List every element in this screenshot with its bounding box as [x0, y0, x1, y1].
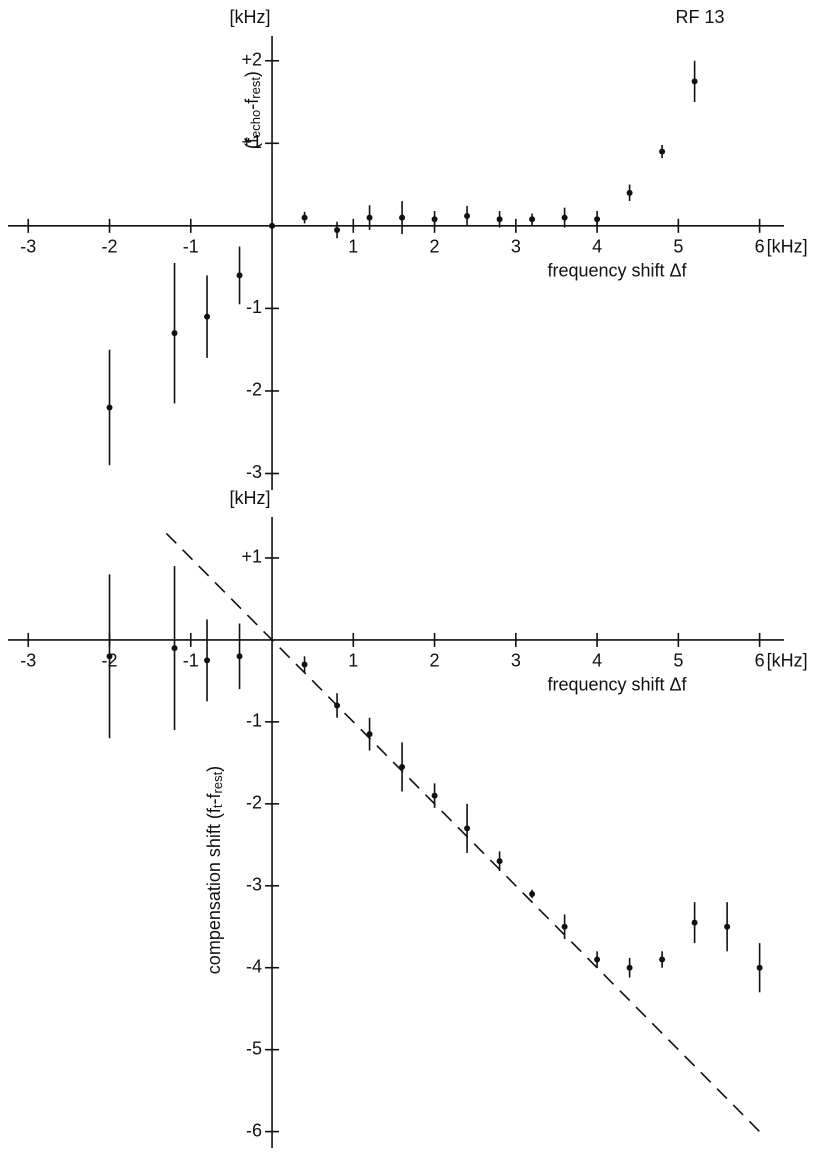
data-point: [204, 313, 211, 320]
data-point: [366, 214, 373, 221]
y-tick-label: -6: [246, 1120, 262, 1140]
x-unit: [kHz]: [767, 237, 808, 257]
data-point: [106, 653, 113, 660]
y-tick-label: -1: [246, 711, 262, 731]
y-tick-label: +2: [242, 50, 263, 70]
x-tick-label: 2: [430, 237, 440, 257]
y-label-part: -f: [204, 792, 224, 804]
data-point: [756, 964, 763, 971]
data-point: [561, 214, 568, 221]
data-point: [626, 189, 633, 196]
data-point: [431, 216, 438, 223]
x-tick-label: -1: [183, 651, 199, 671]
y-tick-label: +1: [242, 132, 263, 152]
data-point: [171, 330, 178, 337]
data-point: [464, 825, 471, 832]
x-tick-label: 4: [592, 237, 602, 257]
data-point: [561, 923, 568, 930]
y-tick-label: -2: [246, 793, 262, 813]
y-tick-label: -3: [246, 462, 262, 482]
y-tick-label: -2: [246, 380, 262, 400]
data-point: [301, 661, 308, 668]
data-point: [724, 923, 731, 930]
x-tick-label: 6: [755, 651, 765, 671]
y-label-part: rest: [210, 771, 225, 793]
data-point: [366, 731, 373, 738]
x-tick-label: 4: [592, 651, 602, 671]
x-tick-label: 3: [511, 237, 521, 257]
x-tick-label: 5: [673, 237, 683, 257]
data-point: [236, 272, 243, 279]
y-label-part: -f: [242, 98, 262, 110]
x-tick-label: -3: [20, 651, 36, 671]
data-point: [659, 148, 666, 155]
data-point: [269, 222, 276, 229]
y-tick-label: -5: [246, 1038, 262, 1058]
y-axis-label: compensation shift (ft-frest): [204, 766, 226, 974]
data-point: [334, 702, 341, 709]
x-tick-label: 1: [348, 237, 358, 257]
annotation: RF 13: [675, 7, 724, 27]
y-label-part: echo: [248, 110, 263, 138]
y-label-part: ): [204, 766, 224, 772]
y-tick-label: -3: [246, 875, 262, 895]
data-point: [659, 956, 666, 963]
y-axis-label: (fecho-frest): [242, 71, 264, 149]
y-unit: [kHz]: [230, 488, 271, 508]
data-point: [529, 890, 536, 897]
data-point: [691, 78, 698, 85]
x-tick-label: 3: [511, 651, 521, 671]
data-point: [171, 645, 178, 652]
x-tick-label: -2: [102, 237, 118, 257]
data-point: [236, 653, 243, 660]
y-tick-label: +1: [242, 547, 263, 567]
x-tick-label: 5: [673, 651, 683, 671]
x-tick-label: 2: [430, 651, 440, 671]
data-point: [204, 657, 211, 664]
data-point: [496, 858, 503, 865]
data-point: [301, 214, 308, 221]
data-point: [464, 212, 471, 219]
x-axis-label: frequency shift Δf: [547, 675, 687, 695]
x-axis-label: frequency shift Δf: [547, 261, 687, 281]
data-point: [691, 919, 698, 926]
x-tick-label: 6: [755, 237, 765, 257]
data-point: [399, 763, 406, 770]
x-tick-label: -1: [183, 237, 199, 257]
reference-line: [165, 532, 761, 1133]
x-tick-label: 1: [348, 651, 358, 671]
data-point: [334, 226, 341, 233]
data-point: [496, 216, 503, 223]
data-point: [626, 964, 633, 971]
data-point: [399, 214, 406, 221]
y-label-part: rest: [248, 77, 263, 99]
y-label-part: t: [210, 804, 225, 808]
y-tick-label: -4: [246, 956, 262, 976]
data-point: [529, 216, 536, 223]
data-point: [594, 956, 601, 963]
y-tick-label: -1: [246, 297, 262, 317]
data-point: [594, 216, 601, 223]
y-label-part: compensation shift (f: [204, 807, 224, 974]
y-label-part: (f: [242, 137, 262, 149]
x-unit: [kHz]: [767, 651, 808, 671]
y-label-part: ): [242, 71, 262, 77]
y-unit: [kHz]: [230, 7, 271, 27]
x-tick-label: -3: [20, 237, 36, 257]
data-point: [431, 792, 438, 799]
data-point: [106, 404, 113, 411]
